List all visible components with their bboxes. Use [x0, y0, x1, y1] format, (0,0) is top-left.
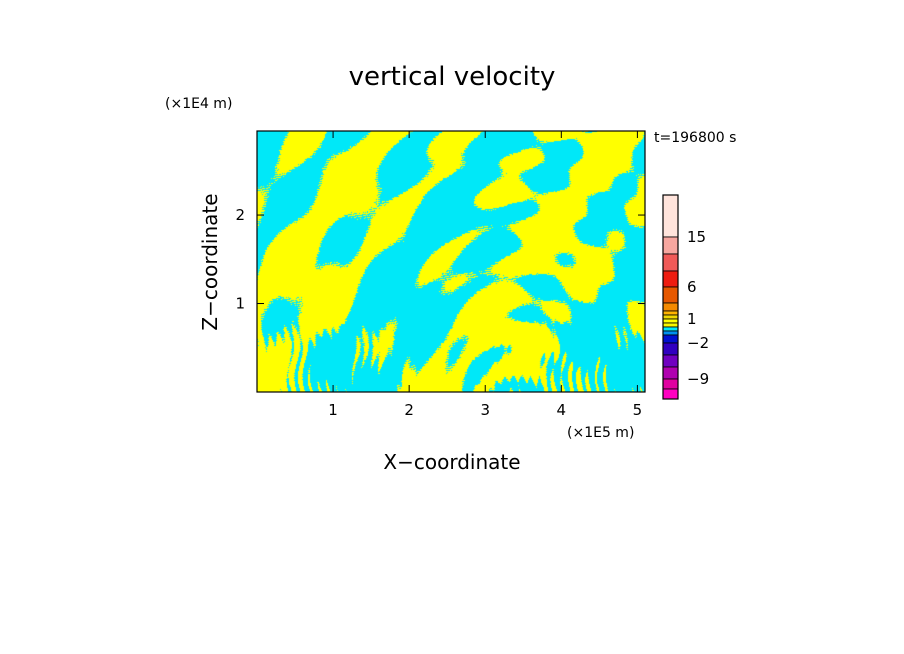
- colorbar-band: [662, 318, 679, 324]
- x-scale-label: (×1E5 m): [567, 425, 634, 441]
- colorbar-band: [662, 314, 679, 320]
- colorbar-band: [662, 366, 679, 380]
- colorbar-band: [662, 334, 679, 344]
- contour-field-image: [257, 131, 645, 392]
- x-tick-label: 5: [633, 401, 643, 419]
- colorbar-frame: [662, 194, 679, 400]
- colorbar-band: [662, 194, 679, 238]
- x-tick-label: 4: [557, 401, 567, 419]
- y-tick-label: 2: [235, 206, 245, 224]
- y-tick-label: 1: [235, 295, 245, 313]
- x-tick-label: 3: [480, 401, 490, 419]
- x-axis-ticks: 1 2 3 4 5: [328, 131, 642, 419]
- x-axis-label: X−coordinate: [383, 450, 520, 474]
- x-tick-label: 1: [328, 401, 338, 419]
- colorbar-band: [662, 378, 679, 390]
- colorbar-band: [662, 322, 679, 328]
- time-label: t=196800 s: [654, 130, 736, 146]
- colorbar-band: [662, 342, 679, 356]
- colorbar-band: [662, 354, 679, 368]
- colorbar: 15 6 1 −2 −9: [662, 194, 709, 400]
- y-axis-ticks: 12: [235, 206, 645, 313]
- y-axis-label: Z−coordinate: [198, 193, 222, 330]
- chart-title: vertical velocity: [349, 62, 556, 92]
- colorbar-tick-label: 6: [687, 278, 697, 296]
- colorbar-band: [662, 388, 679, 400]
- colorbar-tick-label: 1: [687, 310, 697, 328]
- colorbar-band: [662, 270, 679, 288]
- x-tick-label: 2: [404, 401, 414, 419]
- colorbar-tick-label: 15: [687, 228, 706, 246]
- colorbar-tick-label: −2: [687, 334, 709, 352]
- contour-field: [257, 131, 645, 392]
- colorbar-band: [662, 253, 679, 272]
- colorbar-band: [662, 330, 679, 336]
- y-scale-label: (×1E4 m): [165, 96, 232, 112]
- colorbar-band: [662, 310, 679, 316]
- colorbar-band: [662, 286, 679, 304]
- colorbar-band: [662, 326, 679, 332]
- colorbar-band: [662, 302, 679, 312]
- plot-frame: [256, 130, 646, 393]
- colorbar-band: [662, 236, 679, 255]
- colorbar-tick-label: −9: [687, 370, 709, 388]
